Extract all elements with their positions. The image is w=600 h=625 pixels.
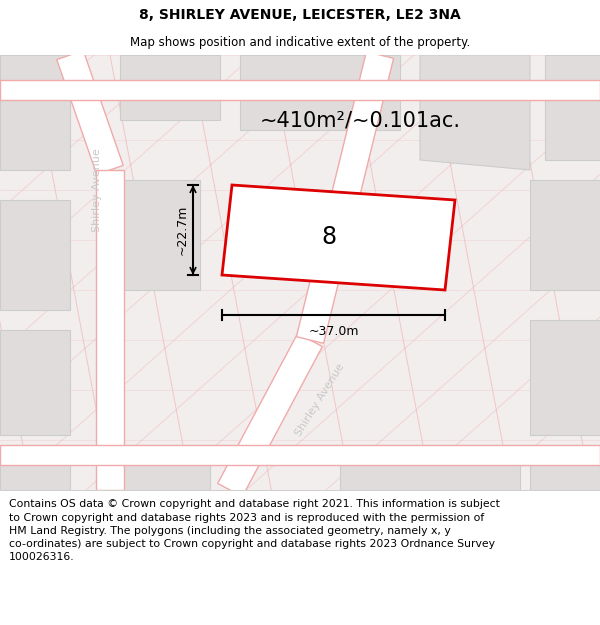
Polygon shape xyxy=(222,185,455,290)
Polygon shape xyxy=(0,330,70,435)
Polygon shape xyxy=(120,55,220,120)
Polygon shape xyxy=(0,445,600,465)
Polygon shape xyxy=(96,170,124,490)
Text: ~37.0m: ~37.0m xyxy=(308,325,359,338)
Polygon shape xyxy=(0,80,600,100)
Polygon shape xyxy=(296,52,394,343)
Polygon shape xyxy=(240,55,400,130)
Polygon shape xyxy=(218,333,322,497)
Polygon shape xyxy=(57,51,123,174)
Polygon shape xyxy=(530,455,600,490)
Polygon shape xyxy=(340,460,520,490)
Text: Shirley Avenue: Shirley Avenue xyxy=(92,148,102,232)
Text: 8, SHIRLEY AVENUE, LEICESTER, LE2 3NA: 8, SHIRLEY AVENUE, LEICESTER, LE2 3NA xyxy=(139,8,461,22)
Polygon shape xyxy=(120,180,200,290)
Polygon shape xyxy=(545,55,600,160)
Text: 8: 8 xyxy=(321,226,336,249)
Polygon shape xyxy=(0,460,70,490)
Text: Shirley Avenue: Shirley Avenue xyxy=(293,362,346,438)
Polygon shape xyxy=(120,460,210,490)
Polygon shape xyxy=(530,320,600,435)
Polygon shape xyxy=(420,55,530,170)
Polygon shape xyxy=(0,55,70,170)
Polygon shape xyxy=(0,200,70,310)
Text: ~22.7m: ~22.7m xyxy=(176,205,189,255)
Polygon shape xyxy=(530,180,600,290)
Text: Contains OS data © Crown copyright and database right 2021. This information is : Contains OS data © Crown copyright and d… xyxy=(9,499,500,562)
Text: ~410m²/~0.101ac.: ~410m²/~0.101ac. xyxy=(260,110,461,130)
Text: Map shows position and indicative extent of the property.: Map shows position and indicative extent… xyxy=(130,36,470,49)
